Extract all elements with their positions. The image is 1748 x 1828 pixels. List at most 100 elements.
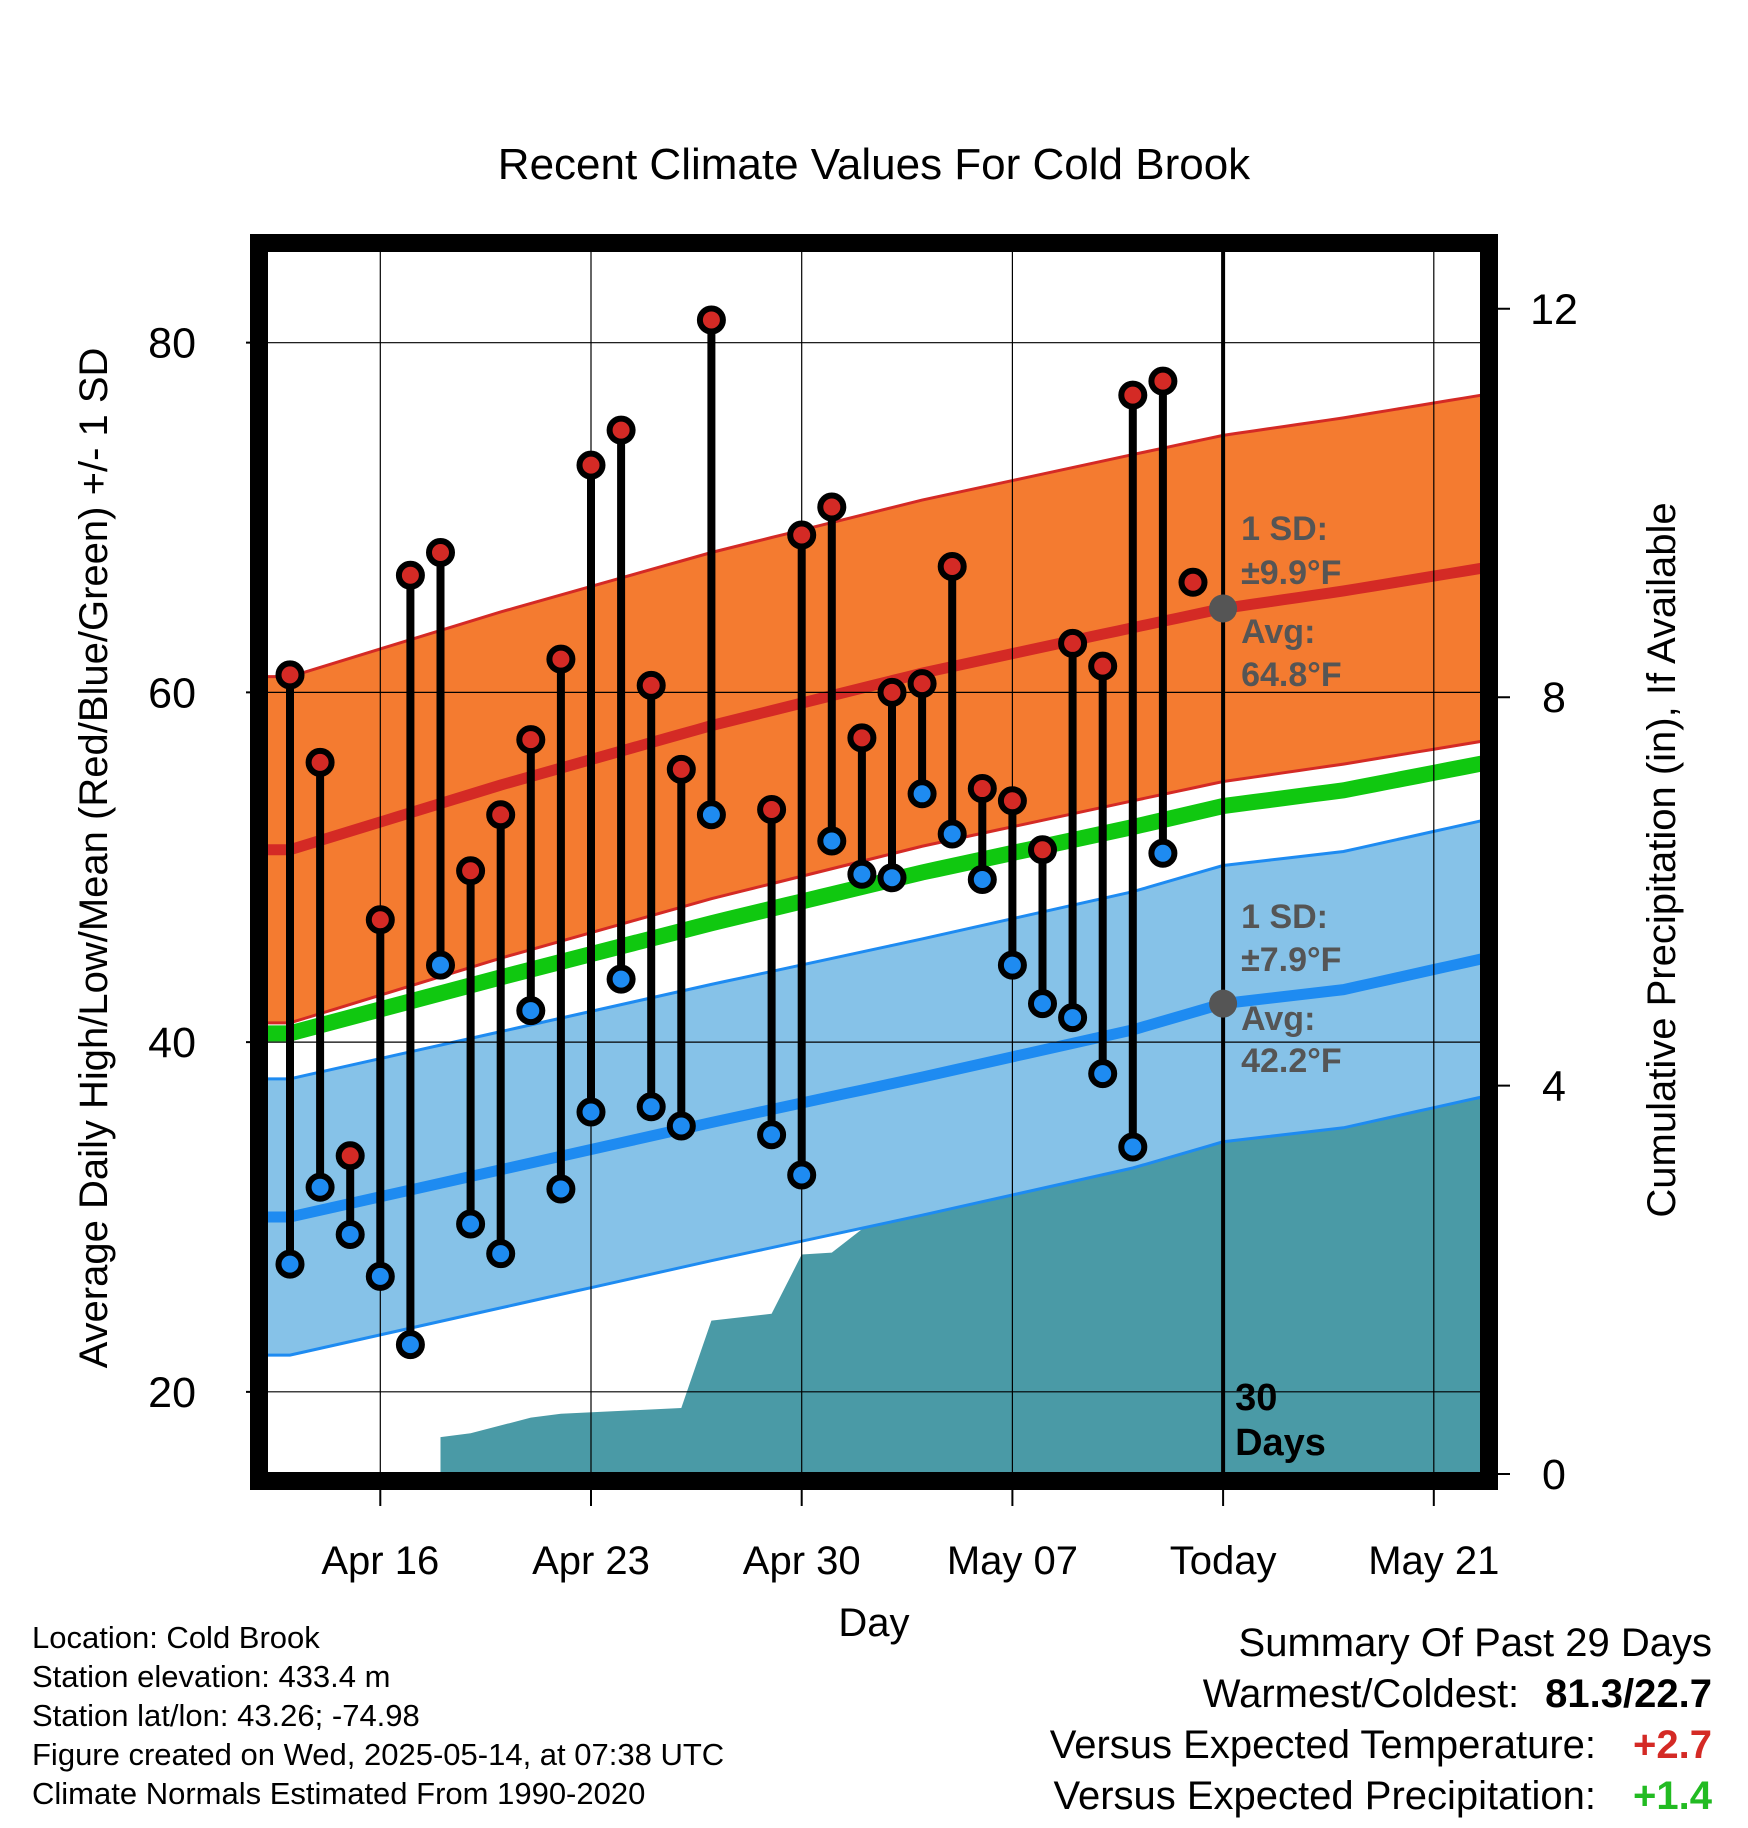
low-temp-point (937, 819, 967, 849)
high-temp-point (516, 725, 546, 755)
summary-panel: Summary Of Past 29 Days Warmest/Coldest:… (1050, 1618, 1712, 1822)
location-text: Location: Cold Brook (32, 1620, 320, 1655)
high-temp-point (937, 551, 967, 581)
low-temp-point (787, 1160, 817, 1190)
high-temp-point (576, 450, 606, 480)
low-sd-lower-edge (266, 1095, 1482, 1357)
warmest-coldest-value: 81.3/22.7 (1545, 1672, 1712, 1716)
high-sd-upper-edge (266, 393, 1482, 679)
low-temp-point (757, 1120, 787, 1150)
low-temp-point (305, 1172, 335, 1202)
high-temp-point (486, 800, 516, 830)
low-temp-point (847, 859, 877, 889)
low-temp-point (606, 964, 636, 994)
low-temp-point (426, 950, 455, 980)
low-temp-point (1148, 838, 1178, 868)
low-temp-point (1088, 1059, 1118, 1089)
y-axis-label: Average Daily High/Low/Mean (Red/Blue/Gr… (72, 348, 116, 1369)
temperature-anomaly-value: +2.7 (1633, 1723, 1712, 1767)
high-sd-value: ±9.9°F (1241, 554, 1341, 592)
low-temp-point (696, 800, 726, 830)
high-avg-label: Avg: (1241, 613, 1315, 651)
annotations-layer: 1 SD: ±9.9°F Avg: 64.8°F 1 SD: ±7.9°F Avg: 42.2… (1209, 510, 1342, 1464)
y-tick-label: 20 (148, 1369, 196, 1417)
low-temp-point (516, 996, 546, 1026)
high-temp-point (757, 795, 787, 825)
high-temp-point (305, 747, 335, 777)
high-avg-value: 64.8°F (1241, 656, 1342, 694)
summary-title: Summary Of Past 29 Days (1238, 1621, 1712, 1665)
station-info: Location: Cold Brook Station elevation: … (32, 1618, 724, 1813)
high-temp-point (365, 905, 395, 935)
y2-tick-label: 0 (1542, 1451, 1566, 1499)
high-temp-point (666, 754, 696, 784)
temperature-anomaly-label: Versus Expected Temperature: (1049, 1723, 1596, 1767)
precipitation-anomaly-row: Versus Expected Precipitation: +1.4 (1050, 1771, 1712, 1822)
high-temp-point (907, 669, 937, 699)
axis-layer: 20 40 60 80 0 4 8 12 Apr 16 Apr 23 Apr 30 May 07 Tod… (148, 286, 1578, 1583)
high-temp-point (967, 774, 997, 804)
high-temp-point (847, 723, 877, 753)
days-number: 30 (1235, 1377, 1277, 1419)
low-sd-value: ±7.9°F (1241, 941, 1341, 979)
high-temp-point (1028, 835, 1057, 865)
high-temp-point (1088, 651, 1118, 681)
low-avg-label: Avg: (1241, 1000, 1315, 1038)
y-tick-label: 60 (148, 669, 196, 717)
x-tick-label: May 07 (947, 1539, 1078, 1583)
plot-frame (250, 234, 1498, 1490)
high-temp-point (1178, 567, 1208, 597)
high-temp-point (1118, 380, 1148, 410)
warmest-coldest-row: Warmest/Coldest: 81.3/22.7 (1050, 1669, 1712, 1720)
low-temp-point (275, 1249, 305, 1279)
low-temp-point (335, 1219, 365, 1249)
elevation-text: Station elevation: 433.4 m (32, 1659, 391, 1694)
y-tick-label: 80 (148, 320, 196, 368)
x-tick-label: Apr 16 (321, 1539, 439, 1583)
chart-title: Recent Climate Values For Cold Brook (498, 140, 1251, 189)
high-temp-point (997, 786, 1027, 816)
latlon-text: Station lat/lon: 43.26; -74.98 (32, 1698, 420, 1733)
low-temp-point (817, 826, 847, 856)
low-avg-today-marker (1209, 989, 1238, 1018)
x-tick-label: May 21 (1368, 1539, 1499, 1583)
low-temp-point (636, 1092, 666, 1122)
x-tick-label: Apr 23 (532, 1539, 650, 1583)
high-temp-point (456, 856, 486, 886)
y-tick-label: 40 (148, 1019, 196, 1067)
low-sd-label: 1 SD: (1241, 898, 1328, 936)
y2-tick-label: 12 (1530, 286, 1578, 334)
low-temp-point (1028, 989, 1057, 1019)
daily-observations-layer (275, 305, 1208, 1360)
high-temp-point (426, 538, 455, 568)
y2-axis-label: Cumulative Precipitation (in), If Availa… (1640, 502, 1684, 1217)
high-temp-point (275, 660, 305, 690)
high-sd-label: 1 SD: (1241, 510, 1328, 548)
high-temp-point (1058, 628, 1088, 658)
normals-text: Climate Normals Estimated From 1990-2020 (32, 1776, 646, 1811)
low-temp-point (395, 1330, 425, 1360)
low-temp-point (456, 1209, 486, 1239)
low-temp-point (666, 1111, 696, 1141)
high-temp-point (817, 492, 847, 522)
low-temp-point (877, 863, 907, 893)
high-temp-point (787, 520, 817, 550)
low-temp-point (576, 1097, 606, 1127)
high-sd-band (266, 395, 1482, 1023)
temperature-anomaly-row: Versus Expected Temperature: +2.7 (1050, 1720, 1712, 1771)
high-temp-point (606, 415, 636, 445)
days-label: Days (1235, 1422, 1326, 1464)
high-temp-point (546, 644, 576, 674)
warmest-coldest-label: Warmest/Coldest: (1202, 1672, 1520, 1716)
low-temp-point (997, 950, 1027, 980)
y2-tick-label: 8 (1542, 674, 1566, 722)
x-tick-label: Today (1170, 1539, 1277, 1583)
low-temp-point (1058, 1003, 1088, 1033)
x-tick-label: Apr 30 (743, 1539, 861, 1583)
low-temp-point (967, 864, 997, 894)
low-temp-point (907, 779, 937, 809)
high-temp-point (877, 677, 907, 707)
low-avg-value: 42.2°F (1241, 1042, 1342, 1080)
low-temp-point (1118, 1132, 1148, 1162)
